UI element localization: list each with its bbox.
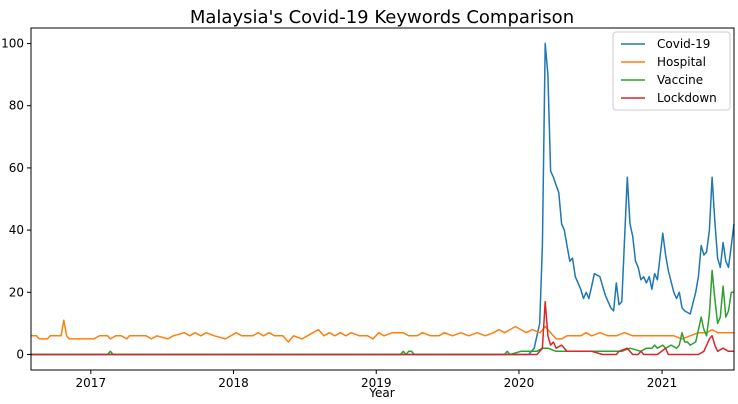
chart-title: Malaysia's Covid-19 Keywords Comparison <box>190 7 574 28</box>
legend-label: Vaccine <box>657 73 703 87</box>
y-axis: 0 20 40 60 80 100 <box>1 37 31 361</box>
plot-area <box>31 42 735 356</box>
y-tick-label: 80 <box>9 99 24 113</box>
y-tick-label: 0 <box>16 347 24 361</box>
x-tick-label: 2021 <box>647 376 678 390</box>
y-tick-label: 60 <box>9 161 24 175</box>
x-tick-label: 2019 <box>361 376 392 390</box>
series-line-hospital <box>31 319 734 343</box>
x-axis-label: Year <box>368 386 394 400</box>
x-tick-label: 2017 <box>76 376 107 390</box>
y-tick-label: 20 <box>9 285 24 299</box>
x-axis: 2017 2018 2019 2020 2021 <box>76 370 678 390</box>
series-line-vaccine <box>31 269 734 356</box>
series-line-covid-19 <box>31 42 735 356</box>
legend: Covid-19 Hospital Vaccine Lockdown <box>612 31 731 111</box>
legend-box <box>612 31 731 111</box>
x-tick-label: 2020 <box>504 376 535 390</box>
plot-frame <box>30 27 735 371</box>
legend-label: Lockdown <box>657 91 717 105</box>
y-tick-label: 40 <box>9 223 24 237</box>
series-line-lockdown <box>31 300 734 356</box>
y-tick-label: 100 <box>1 37 24 51</box>
x-tick-label: 2018 <box>218 376 249 390</box>
legend-items: Covid-19 Hospital Vaccine Lockdown <box>621 37 717 105</box>
legend-label: Hospital <box>657 55 706 69</box>
legend-label: Covid-19 <box>657 37 710 51</box>
